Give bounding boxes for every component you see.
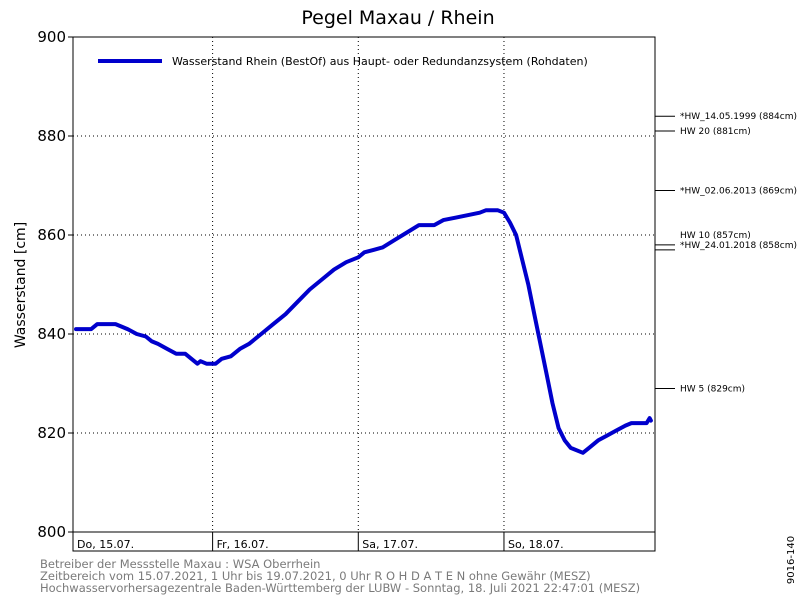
- flood-mark-label: *HW_14.05.1999 (884cm): [680, 112, 797, 122]
- footer-operator: Betreiber der Messstelle Maxau : WSA Obe…: [40, 557, 320, 571]
- y-tick-label: 860: [37, 226, 66, 244]
- footer-source: Hochwasservorhersagezentrale Baden-Württ…: [40, 581, 640, 595]
- flood-mark-label: *HW_24.01.2018 (858cm): [680, 241, 797, 251]
- flood-mark-label: HW 5 (829cm): [680, 384, 745, 394]
- plot-area: [72, 36, 656, 552]
- flood-mark-label: HW 10 (857cm): [680, 231, 751, 241]
- side-code: 9016-140: [786, 536, 797, 584]
- flood-mark-annotations: *HW_14.05.1999 (884cm) HW 20 (881cm) *HW_0…: [655, 112, 797, 394]
- series-line-wasserstand: [74, 208, 653, 455]
- y-tick-label: 800: [37, 523, 66, 541]
- series-layer: [74, 208, 653, 455]
- y-tick-label: 820: [37, 424, 66, 442]
- x-axis-ticks: Do, 15.07. Fr, 16.07. Sa, 17.07. So, 18.07.: [77, 532, 564, 551]
- x-tick-label: Do, 15.07.: [77, 538, 134, 551]
- x-tick-label: So, 18.07.: [508, 538, 564, 551]
- y-axis-label: Wasserstand [cm]: [13, 222, 29, 348]
- y-axis-ticks: 800 820 840 860 880 900: [37, 28, 73, 541]
- x-tick-label: Sa, 17.07.: [362, 538, 418, 551]
- y-tick-label: 900: [37, 28, 66, 46]
- x-tick-label: Fr, 16.07.: [217, 538, 269, 551]
- footer-time-range: Zeitbereich vom 15.07.2021, 1 Uhr bis 19…: [40, 569, 591, 583]
- flood-mark-label: *HW_02.06.2013 (869cm): [680, 186, 797, 196]
- y-tick-label: 880: [37, 127, 66, 145]
- legend-label: Wasserstand Rhein (BestOf) aus Haupt- od…: [172, 55, 588, 68]
- chart-title: Pegel Maxau / Rhein: [301, 7, 494, 29]
- y-tick-label: 840: [37, 325, 66, 343]
- legend: Wasserstand Rhein (BestOf) aus Haupt- od…: [98, 55, 588, 68]
- flood-mark-label: HW 20 (881cm): [680, 127, 751, 137]
- grid: [73, 37, 655, 532]
